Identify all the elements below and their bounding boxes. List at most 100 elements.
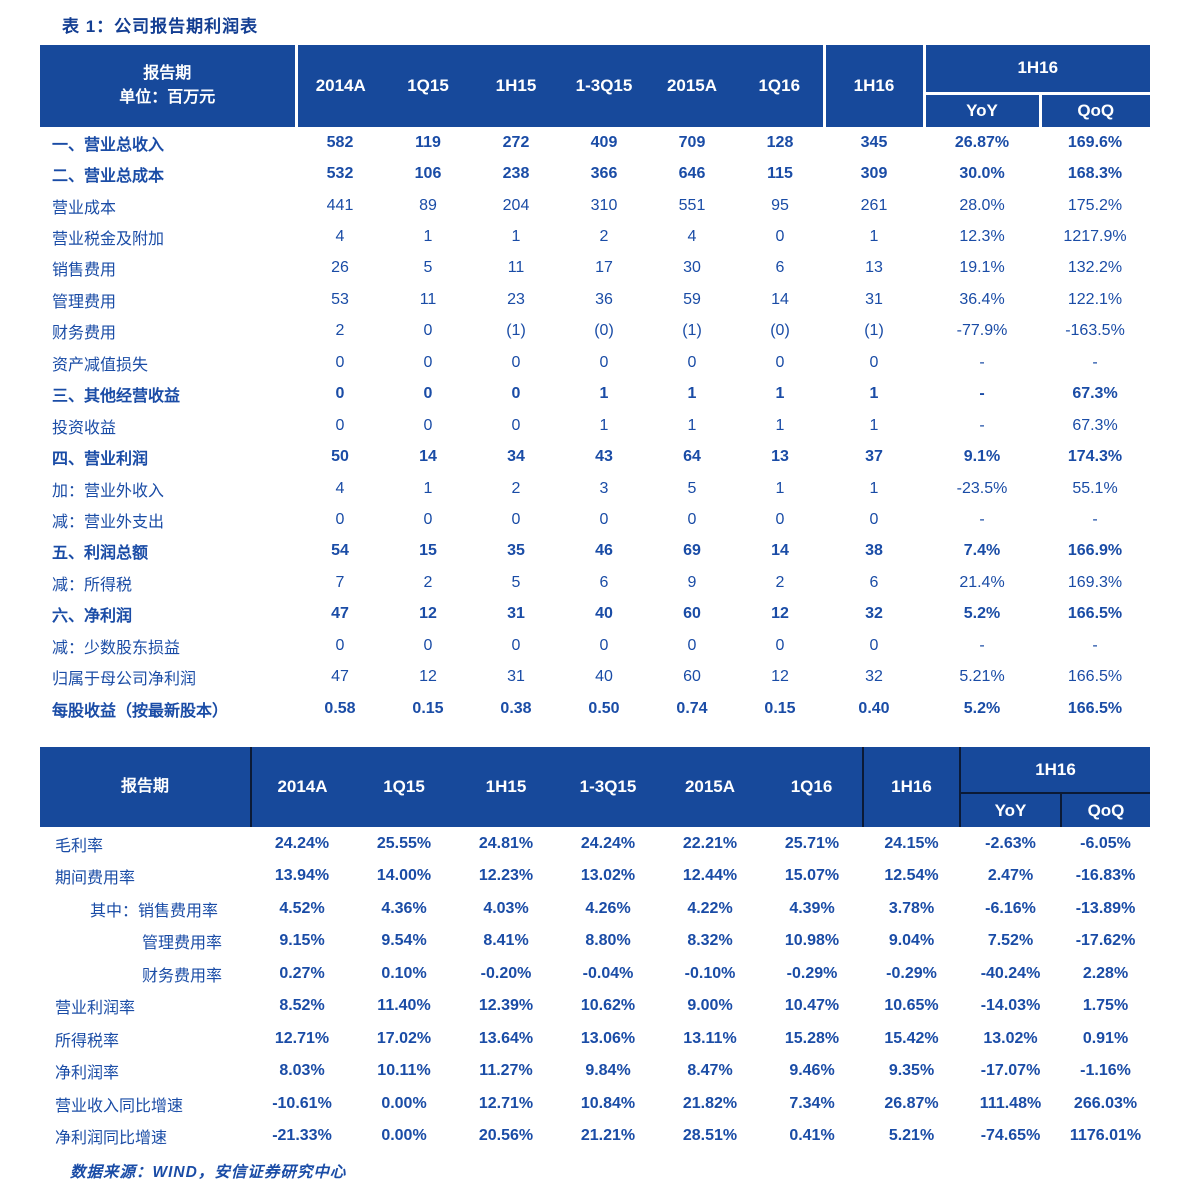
table-row: 其中：销售费用率 4.52% 4.36% 4.03% 4.26% 4.22% 4.39% 3.… [40,892,1150,925]
cell: 582 [326,133,354,151]
cell: 345 [860,133,888,151]
report-period-label: 报告期 [143,65,192,82]
cell: -77.9% [956,322,1008,340]
cell: 0 [335,636,345,654]
cell: 0 [511,636,521,654]
col-2014A: 2014A [294,45,384,127]
subheader-row: YoY QoQ [40,93,1151,127]
cell: 14 [771,290,789,308]
cell: -10.61% [272,1094,332,1112]
table-row: 投资收益 0 0 0 1 1 1 1 - 67.3% [40,410,1150,441]
row-label: 毛利率 [55,837,104,855]
cell: 0 [511,510,521,528]
cell: 12 [419,668,437,686]
col-qoq: QoQ [1059,793,1151,828]
cell: 32 [865,668,883,686]
cell: 261 [860,196,888,214]
col-1H16: 1H16 [862,747,960,828]
table-row: 销售费用 26 5 11 17 30 6 13 19.1% 132.2% [40,253,1150,284]
cell: 1 [423,479,433,497]
table-row: 管理费用率 9.15% 9.54% 8.41% 8.80% 8.32% 10.98% 9.04… [40,925,1150,958]
row-label: 五、利润总额 [52,545,149,563]
table-row: 营业成本 441 89 204 310 551 95 261 28.0% 175.2% [40,190,1150,221]
cell: 4 [335,228,345,246]
cell: 166.5% [1067,699,1123,717]
subheader-row: YoY QoQ [40,793,1151,828]
cell: 15 [419,542,437,560]
cell: 10.47% [784,997,840,1015]
cell: 21.4% [959,573,1005,591]
row-label: 投资收益 [52,419,117,437]
cell: 0 [423,385,433,403]
cell: 0 [687,510,697,528]
row-label: 管理费用 [52,293,117,311]
table-row: 减：营业外支出 0 0 0 0 0 0 0 - - [40,504,1150,535]
cell: 409 [590,133,618,151]
cell: 9 [687,573,697,591]
cell: 1 [599,385,609,403]
cell: 10.11% [377,1062,431,1080]
table-row: 减：少数股东损益 0 0 0 0 0 0 0 - - [40,630,1150,661]
row-label: 三、其他经营收益 [52,388,181,406]
cell: 0 [423,510,433,528]
cell: 10.65% [884,997,939,1015]
cell: 166.5% [1067,605,1123,623]
ratio-table-body: 毛利率 24.24% 25.55% 24.81% 24.24% 22.21% 25.71% 2… [40,827,1150,1152]
cell: 0 [335,353,345,371]
cell: 28.51% [682,1127,738,1145]
cell: 28.0% [959,196,1005,214]
cell: 7.52% [987,932,1034,950]
row-label: 四、营业利润 [52,451,149,469]
cell: 36 [595,290,613,308]
cell: 0 [423,353,433,371]
group-1H16: 1H16 [958,747,1151,795]
cell: 11 [419,290,437,308]
cell: 309 [860,165,888,183]
cell: 53 [331,290,349,308]
cell: 0 [775,636,785,654]
table-row: 加：营业外收入 4 1 2 3 5 1 1 -23.5% 55.1% [40,473,1150,504]
cell: 47 [331,605,349,623]
cell: 32 [865,605,883,623]
cell: 46 [595,542,613,560]
row-label: 所得税率 [55,1032,120,1050]
cell: 7.34% [789,1094,835,1112]
col-1H15: 1H15 [472,45,560,127]
cell: 166.9% [1067,542,1123,560]
cell: 6 [869,573,879,591]
cell: 5.2% [963,699,1001,717]
cell: 69 [683,542,701,560]
table-row: 资产减值损失 0 0 0 0 0 0 0 - - [40,347,1150,378]
cell: 8.52% [279,997,325,1015]
cell: 0.27% [279,964,325,982]
cell: 31 [507,668,525,686]
profit-table-header: 报告期 单位：百万元 2014A 1Q15 1H15 1-3Q15 2015A … [40,45,1151,127]
table-row: 期间费用率 13.94% 14.00% 12.23% 13.02% 12.44% 15.07… [40,860,1150,893]
cell: 25.55% [376,834,432,852]
cell: 23 [507,290,525,308]
cell: 36.4% [959,290,1005,308]
col-1H15: 1H15 [455,747,557,828]
table-row: 营业利润率 8.52% 11.40% 12.39% 10.62% 9.00% 10.47% 1… [40,990,1150,1023]
cell: -21.33% [272,1127,332,1145]
cell: 0.58 [324,699,356,717]
cell: 14 [771,542,789,560]
row-label: 减：所得税 [52,576,133,594]
cell: 8.47% [687,1062,733,1080]
cell: 175.2% [1067,196,1123,214]
cell: 60 [683,668,701,686]
cell: 9.00% [687,997,733,1015]
cell: 11 [507,259,525,277]
col-1Q15: 1Q15 [384,45,472,127]
cell: 0 [775,228,785,246]
cell: 551 [678,196,706,214]
table-row: 六、净利润 47 12 31 40 60 12 32 5.2% 166.5% [40,599,1150,630]
cell: 128 [766,133,794,151]
cell: 111.48% [979,1094,1042,1112]
ratio-table: 报告期 2014A 1Q15 1H15 1-3Q15 2015A 1Q16 1H… [40,747,1151,1152]
table-row: 净利润同比增速 -21.33% 0.00% 20.56% 21.21% 28.51% 0.4… [40,1120,1150,1153]
cell: 4 [335,479,345,497]
table-row: 归属于母公司净利润 47 12 31 40 60 12 32 5.21% 166.5% [40,661,1150,692]
cell: 1 [687,385,697,403]
cell: 0 [687,636,697,654]
